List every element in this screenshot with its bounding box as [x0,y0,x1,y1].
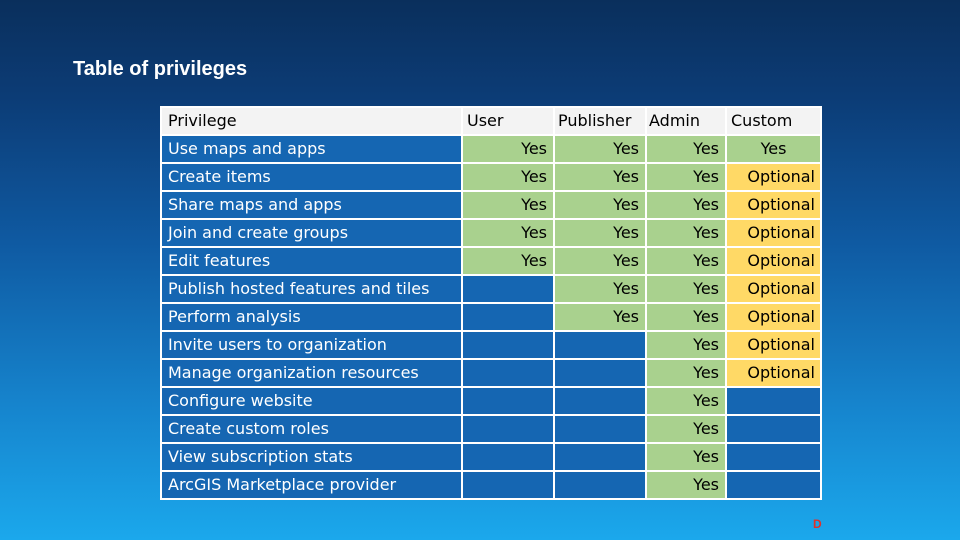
privilege-name: Perform analysis [160,302,463,332]
admin-cell: Yes [645,302,727,332]
table-row: Edit features Yes Yes Yes Optional [160,246,822,276]
custom-cell: Optional [725,218,822,248]
admin-cell: Yes [645,358,727,388]
admin-cell: Yes [645,218,727,248]
custom-cell: Optional [725,358,822,388]
privilege-name: Create custom roles [160,414,463,444]
user-cell [461,330,555,360]
admin-cell: Yes [645,442,727,472]
table-row: View subscription stats Yes [160,442,822,472]
table-row: Configure website Yes [160,386,822,416]
publisher-cell: Yes [553,190,647,220]
admin-cell: Yes [645,274,727,304]
user-cell: Yes [461,246,555,276]
header-privilege: Privilege [160,106,463,136]
admin-cell: Yes [645,386,727,416]
user-cell [461,358,555,388]
privilege-name: Manage organization resources [160,358,463,388]
custom-cell: Optional [725,330,822,360]
privileges-table: Privilege User Publisher Admin Custom Us… [160,106,822,500]
custom-cell: Optional [725,302,822,332]
header-admin: Admin [645,106,727,136]
table-row: ArcGIS Marketplace provider Yes [160,470,822,500]
publisher-cell: Yes [553,162,647,192]
privilege-name: Edit features [160,246,463,276]
admin-cell: Yes [645,470,727,500]
publisher-cell [553,358,647,388]
header-publisher: Publisher [553,106,647,136]
table-row: Create custom roles Yes [160,414,822,444]
publisher-cell [553,470,647,500]
slide-title: Table of privileges [73,58,248,80]
user-cell [461,274,555,304]
table-header: Privilege User Publisher Admin Custom [160,106,822,136]
privilege-name: Use maps and apps [160,134,463,164]
privilege-name: Publish hosted features and tiles [160,274,463,304]
privileges-table-container: Privilege User Publisher Admin Custom Us… [160,106,822,500]
custom-cell: Optional [725,190,822,220]
admin-cell: Yes [645,190,727,220]
privilege-name: View subscription stats [160,442,463,472]
user-cell [461,386,555,416]
table-header-row: Privilege User Publisher Admin Custom [160,106,822,136]
user-cell [461,414,555,444]
header-user: User [461,106,555,136]
privilege-name: Configure website [160,386,463,416]
publisher-cell [553,442,647,472]
corner-mark: D [813,517,822,531]
admin-cell: Yes [645,134,727,164]
privilege-name: Create items [160,162,463,192]
header-custom: Custom [725,106,822,136]
publisher-cell: Yes [553,134,647,164]
user-cell [461,302,555,332]
privilege-name: Share maps and apps [160,190,463,220]
table-body: Use maps and apps Yes Yes Yes Yes Create item… [160,134,822,500]
custom-cell: Optional [725,162,822,192]
custom-cell: Optional [725,246,822,276]
publisher-cell [553,386,647,416]
privilege-name: Invite users to organization [160,330,463,360]
user-cell: Yes [461,162,555,192]
publisher-cell: Yes [553,302,647,332]
privilege-name: Join and create groups [160,218,463,248]
publisher-cell: Yes [553,274,647,304]
custom-cell: Yes [725,134,822,164]
table-row: Create items Yes Yes Yes Optional [160,162,822,192]
user-cell: Yes [461,218,555,248]
publisher-cell [553,414,647,444]
privilege-name: ArcGIS Marketplace provider [160,470,463,500]
user-cell [461,442,555,472]
custom-cell [725,470,822,500]
custom-cell: Optional [725,274,822,304]
table-row: Use maps and apps Yes Yes Yes Yes [160,134,822,164]
table-row: Perform analysis Yes Yes Optional [160,302,822,332]
publisher-cell: Yes [553,246,647,276]
admin-cell: Yes [645,414,727,444]
custom-cell [725,442,822,472]
table-row: Join and create groups Yes Yes Yes Optional [160,218,822,248]
table-row: Share maps and apps Yes Yes Yes Optional [160,190,822,220]
admin-cell: Yes [645,330,727,360]
user-cell: Yes [461,190,555,220]
user-cell: Yes [461,134,555,164]
user-cell [461,470,555,500]
admin-cell: Yes [645,162,727,192]
publisher-cell: Yes [553,218,647,248]
admin-cell: Yes [645,246,727,276]
custom-cell [725,414,822,444]
custom-cell [725,386,822,416]
publisher-cell [553,330,647,360]
table-row: Publish hosted features and tiles Yes Yes O… [160,274,822,304]
table-row: Invite users to organization Yes Optional [160,330,822,360]
table-row: Manage organization resources Yes Optional [160,358,822,388]
